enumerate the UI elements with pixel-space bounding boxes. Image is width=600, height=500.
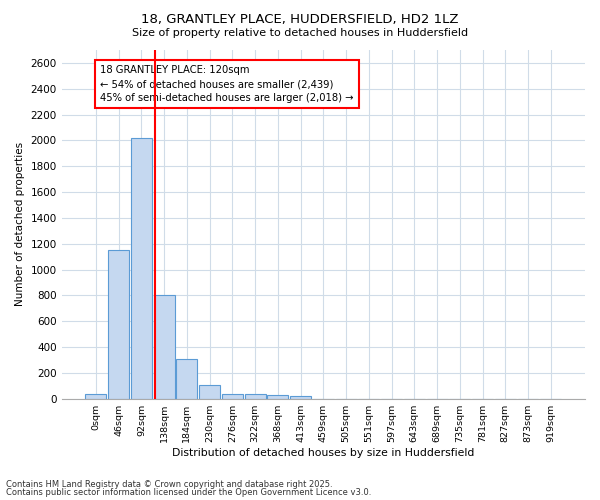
Bar [290,396,311,398]
Text: 18 GRANTLEY PLACE: 120sqm
← 54% of detached houses are smaller (2,439)
45% of se: 18 GRANTLEY PLACE: 120sqm ← 54% of detac… [100,66,353,104]
Bar [222,394,243,398]
Bar [154,296,175,399]
Y-axis label: Number of detached properties: Number of detached properties [15,142,25,306]
Text: Contains HM Land Registry data © Crown copyright and database right 2025.: Contains HM Land Registry data © Crown c… [6,480,332,489]
Text: Size of property relative to detached houses in Huddersfield: Size of property relative to detached ho… [132,28,468,38]
Text: 18, GRANTLEY PLACE, HUDDERSFIELD, HD2 1LZ: 18, GRANTLEY PLACE, HUDDERSFIELD, HD2 1L… [141,12,459,26]
Bar [199,385,220,398]
Bar [85,394,106,398]
Bar [268,395,289,398]
Bar [131,138,152,398]
Bar [108,250,129,398]
Bar [245,394,266,398]
Bar [176,360,197,399]
X-axis label: Distribution of detached houses by size in Huddersfield: Distribution of detached houses by size … [172,448,475,458]
Text: Contains public sector information licensed under the Open Government Licence v3: Contains public sector information licen… [6,488,371,497]
